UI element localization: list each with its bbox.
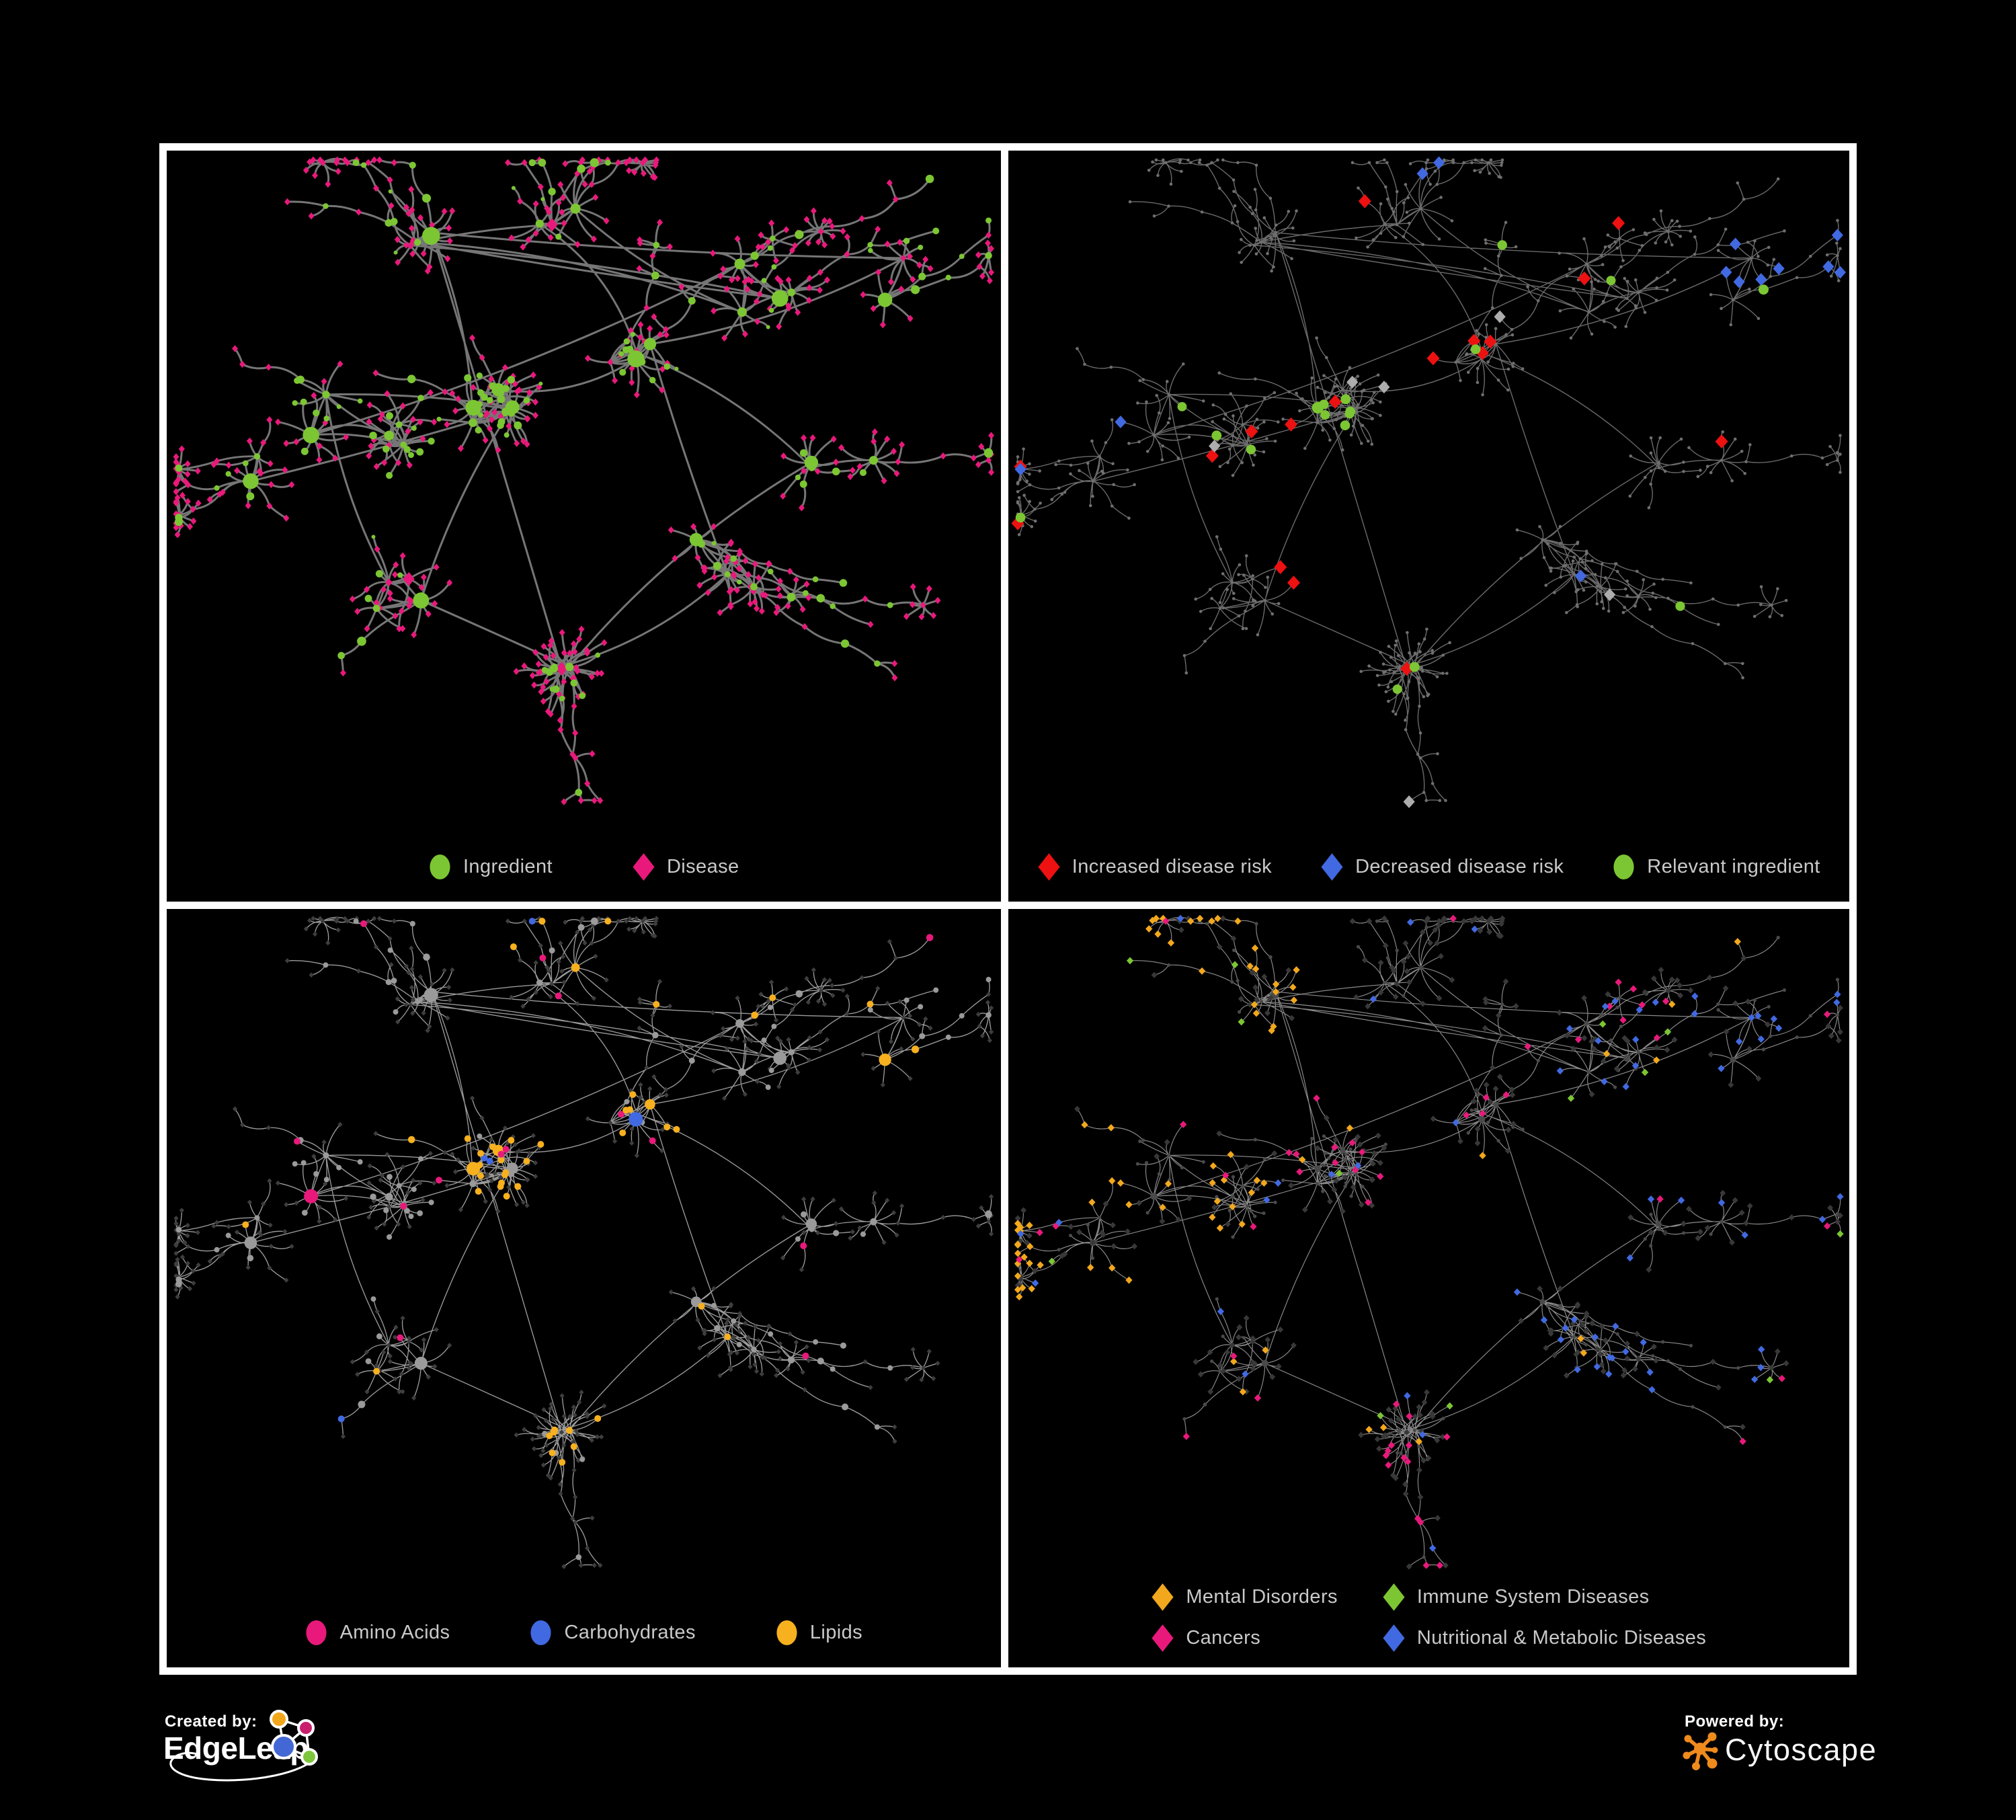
legend-label: Decreased disease risk	[1355, 856, 1564, 877]
network-disease-categories	[1014, 914, 1844, 1570]
legend-label: Ingredient	[462, 856, 553, 877]
legend-disease-risk: Increased disease risk Decreased disease …	[1008, 853, 1850, 881]
nodes-layer	[1014, 914, 1844, 1570]
edges-layer	[1016, 158, 1841, 803]
created-by-label: Created by:	[165, 1712, 257, 1731]
network-edges	[175, 916, 992, 1567]
legend-item-carbohydrates: Carbohydrates	[529, 1618, 695, 1647]
legend-ingredient-disease: Ingredient Disease	[167, 853, 1001, 881]
legend-label: Lipids	[809, 1622, 863, 1643]
legend-label: Carbohydrates	[564, 1622, 696, 1643]
circle-swatch-icon	[530, 1620, 552, 1645]
edgeleap-orange-node	[270, 1710, 288, 1729]
network-diamond-nodes	[1014, 156, 1846, 583]
legend-label: Increased disease risk	[1072, 856, 1273, 877]
network-diamond-nodes	[173, 156, 995, 805]
diamond-swatch-icon	[1383, 1624, 1405, 1652]
legend-label: Disease	[666, 856, 739, 877]
legend-item-disease: Disease	[632, 853, 739, 881]
powered-by-label: Powered by:	[1685, 1712, 1785, 1731]
network-diamond-nodes	[1014, 915, 1843, 1570]
network-edges	[1016, 916, 1841, 1567]
legend-nutrient-classes: Amino Acids Carbohydrates Lipids	[167, 1618, 1001, 1647]
legend-item-relevant-ingredient: Relevant ingredient	[1612, 853, 1820, 881]
network-diamond-nodes	[173, 916, 994, 1569]
legend-item-amino-acids: Amino Acids	[305, 1618, 450, 1647]
network-diamond-nodes	[1015, 914, 1830, 1569]
network-diamond-nodes	[1048, 957, 1844, 1420]
figure-grid: Ingredient Disease Increased disease risk…	[159, 143, 1857, 1675]
edges-layer	[1016, 916, 1841, 1567]
circle-swatch-icon	[430, 855, 450, 879]
cytoscape-logo-nodes	[1683, 1732, 1718, 1770]
nodes-layer	[173, 916, 994, 1569]
cytoscape-logo	[1683, 1732, 1718, 1770]
panel-ingredient-disease: Ingredient Disease	[167, 151, 1008, 909]
legend-item-decreased-disease-risk: Decreased disease risk	[1320, 853, 1564, 881]
cytoscape-wordmark: Cytoscape	[1725, 1733, 1878, 1767]
nodes-layer	[1011, 156, 1846, 808]
legend-label: Relevant ingredient	[1647, 856, 1820, 877]
panel-nutrient-classes: Amino Acids Carbohydrates Lipids	[167, 909, 1008, 1667]
legend-item-increased-disease-risk: Increased disease risk	[1037, 853, 1272, 881]
network-edges	[1016, 158, 1841, 803]
legend-item-immune-system-diseases: Immune System Diseases	[1382, 1583, 1706, 1612]
legend-item-mental-disorders: Mental Disorders	[1151, 1583, 1338, 1612]
edges-layer	[175, 916, 992, 1567]
network-ingredient-disease	[173, 156, 995, 805]
panel-disease-risk: Increased disease risk Decreased disease …	[1008, 151, 1850, 909]
diamond-swatch-icon	[1383, 1583, 1405, 1611]
legend-item-ingredient: Ingredient	[428, 853, 553, 881]
diamond-swatch-icon	[1321, 853, 1343, 881]
diamond-swatch-icon	[1038, 853, 1060, 881]
network-edges	[174, 157, 993, 803]
circle-swatch-icon	[776, 1620, 797, 1645]
circle-swatch-icon	[1613, 855, 1634, 879]
legend-label: Amino Acids	[339, 1622, 450, 1643]
network-nutrient-classes	[173, 916, 994, 1569]
circle-swatch-icon	[306, 1620, 327, 1645]
legend-label: Immune System Diseases	[1416, 1586, 1650, 1608]
legend-label: Mental Disorders	[1186, 1586, 1338, 1608]
panel-disease-categories: Mental Disorders Immune System Diseases Ca…	[1008, 909, 1850, 1667]
diamond-swatch-icon	[1152, 1624, 1174, 1652]
legend-label: Nutritional & Metabolic Diseases	[1416, 1627, 1707, 1649]
diamond-swatch-icon	[1152, 1583, 1174, 1611]
legend-label: Cancers	[1186, 1627, 1261, 1649]
network-disease-risk	[1011, 156, 1846, 808]
edgeleap-wordmark: EdgeLeap	[163, 1731, 309, 1766]
legend-item-nutritional-metabolic-diseases: Nutritional & Metabolic Diseases	[1382, 1624, 1706, 1653]
cytoscape-credit: Powered by: Cytoscape	[1679, 1710, 1894, 1790]
legend-item-cancers: Cancers	[1151, 1624, 1338, 1653]
edges-layer	[174, 157, 993, 803]
legend-item-lipids: Lipids	[775, 1618, 862, 1647]
nodes-layer	[173, 156, 995, 805]
legend-disease-categories: Mental Disorders Immune System Diseases Ca…	[1008, 1583, 1850, 1653]
diamond-swatch-icon	[633, 853, 655, 881]
network-diamond-nodes	[1208, 310, 1615, 808]
edgeleap-credit: Created by: EdgeLeap	[159, 1710, 374, 1804]
